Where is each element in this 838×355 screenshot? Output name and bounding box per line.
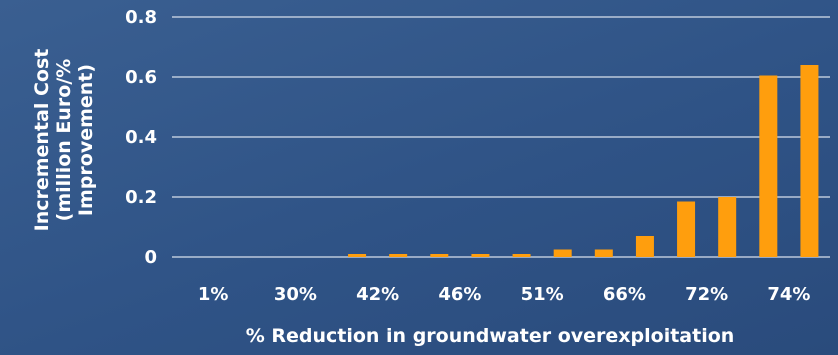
bar: [677, 201, 696, 257]
y-tick-label: 0.6: [125, 67, 157, 88]
bar: [471, 254, 490, 257]
bar: [800, 65, 819, 257]
x-tick-labels: 1% 30% 42% 46% 51% 66% 72% 74%: [198, 284, 811, 305]
y-tick-label: 0: [144, 247, 157, 268]
bar: [348, 254, 367, 257]
bar: [718, 197, 737, 257]
bar: [553, 249, 572, 257]
bars: [348, 65, 819, 257]
x-tick-label: 51%: [521, 284, 564, 305]
x-tick-label: 66%: [603, 284, 646, 305]
y-axis-title: Incremental Cost (million Euro/% Improve…: [31, 49, 97, 232]
x-tick-label: 42%: [356, 284, 399, 305]
y-axis-title-line-1: Incremental Cost: [31, 49, 53, 232]
x-tick-label: 1%: [198, 284, 229, 305]
bar: [759, 75, 778, 257]
x-tick-label: 72%: [685, 284, 728, 305]
bar: [512, 254, 531, 257]
bar: [594, 249, 613, 257]
y-axis-title-line-2: (million Euro/%: [53, 59, 75, 222]
bar: [430, 254, 449, 257]
y-tick-label: 0.2: [125, 187, 157, 208]
x-tick-label: 74%: [767, 284, 810, 305]
y-axis-title-line-3: Improvement): [75, 64, 97, 216]
y-tick-labels: 0 0.2 0.4 0.6 0.8: [125, 7, 157, 268]
y-tick-label: 0.4: [125, 127, 157, 148]
x-axis-title: % Reduction in groundwater overexploitat…: [246, 325, 735, 347]
y-tick-label: 0.8: [125, 7, 157, 28]
bar: [389, 254, 408, 257]
x-tick-label: 30%: [274, 284, 317, 305]
bar: [635, 236, 654, 257]
x-tick-label: 46%: [438, 284, 481, 305]
